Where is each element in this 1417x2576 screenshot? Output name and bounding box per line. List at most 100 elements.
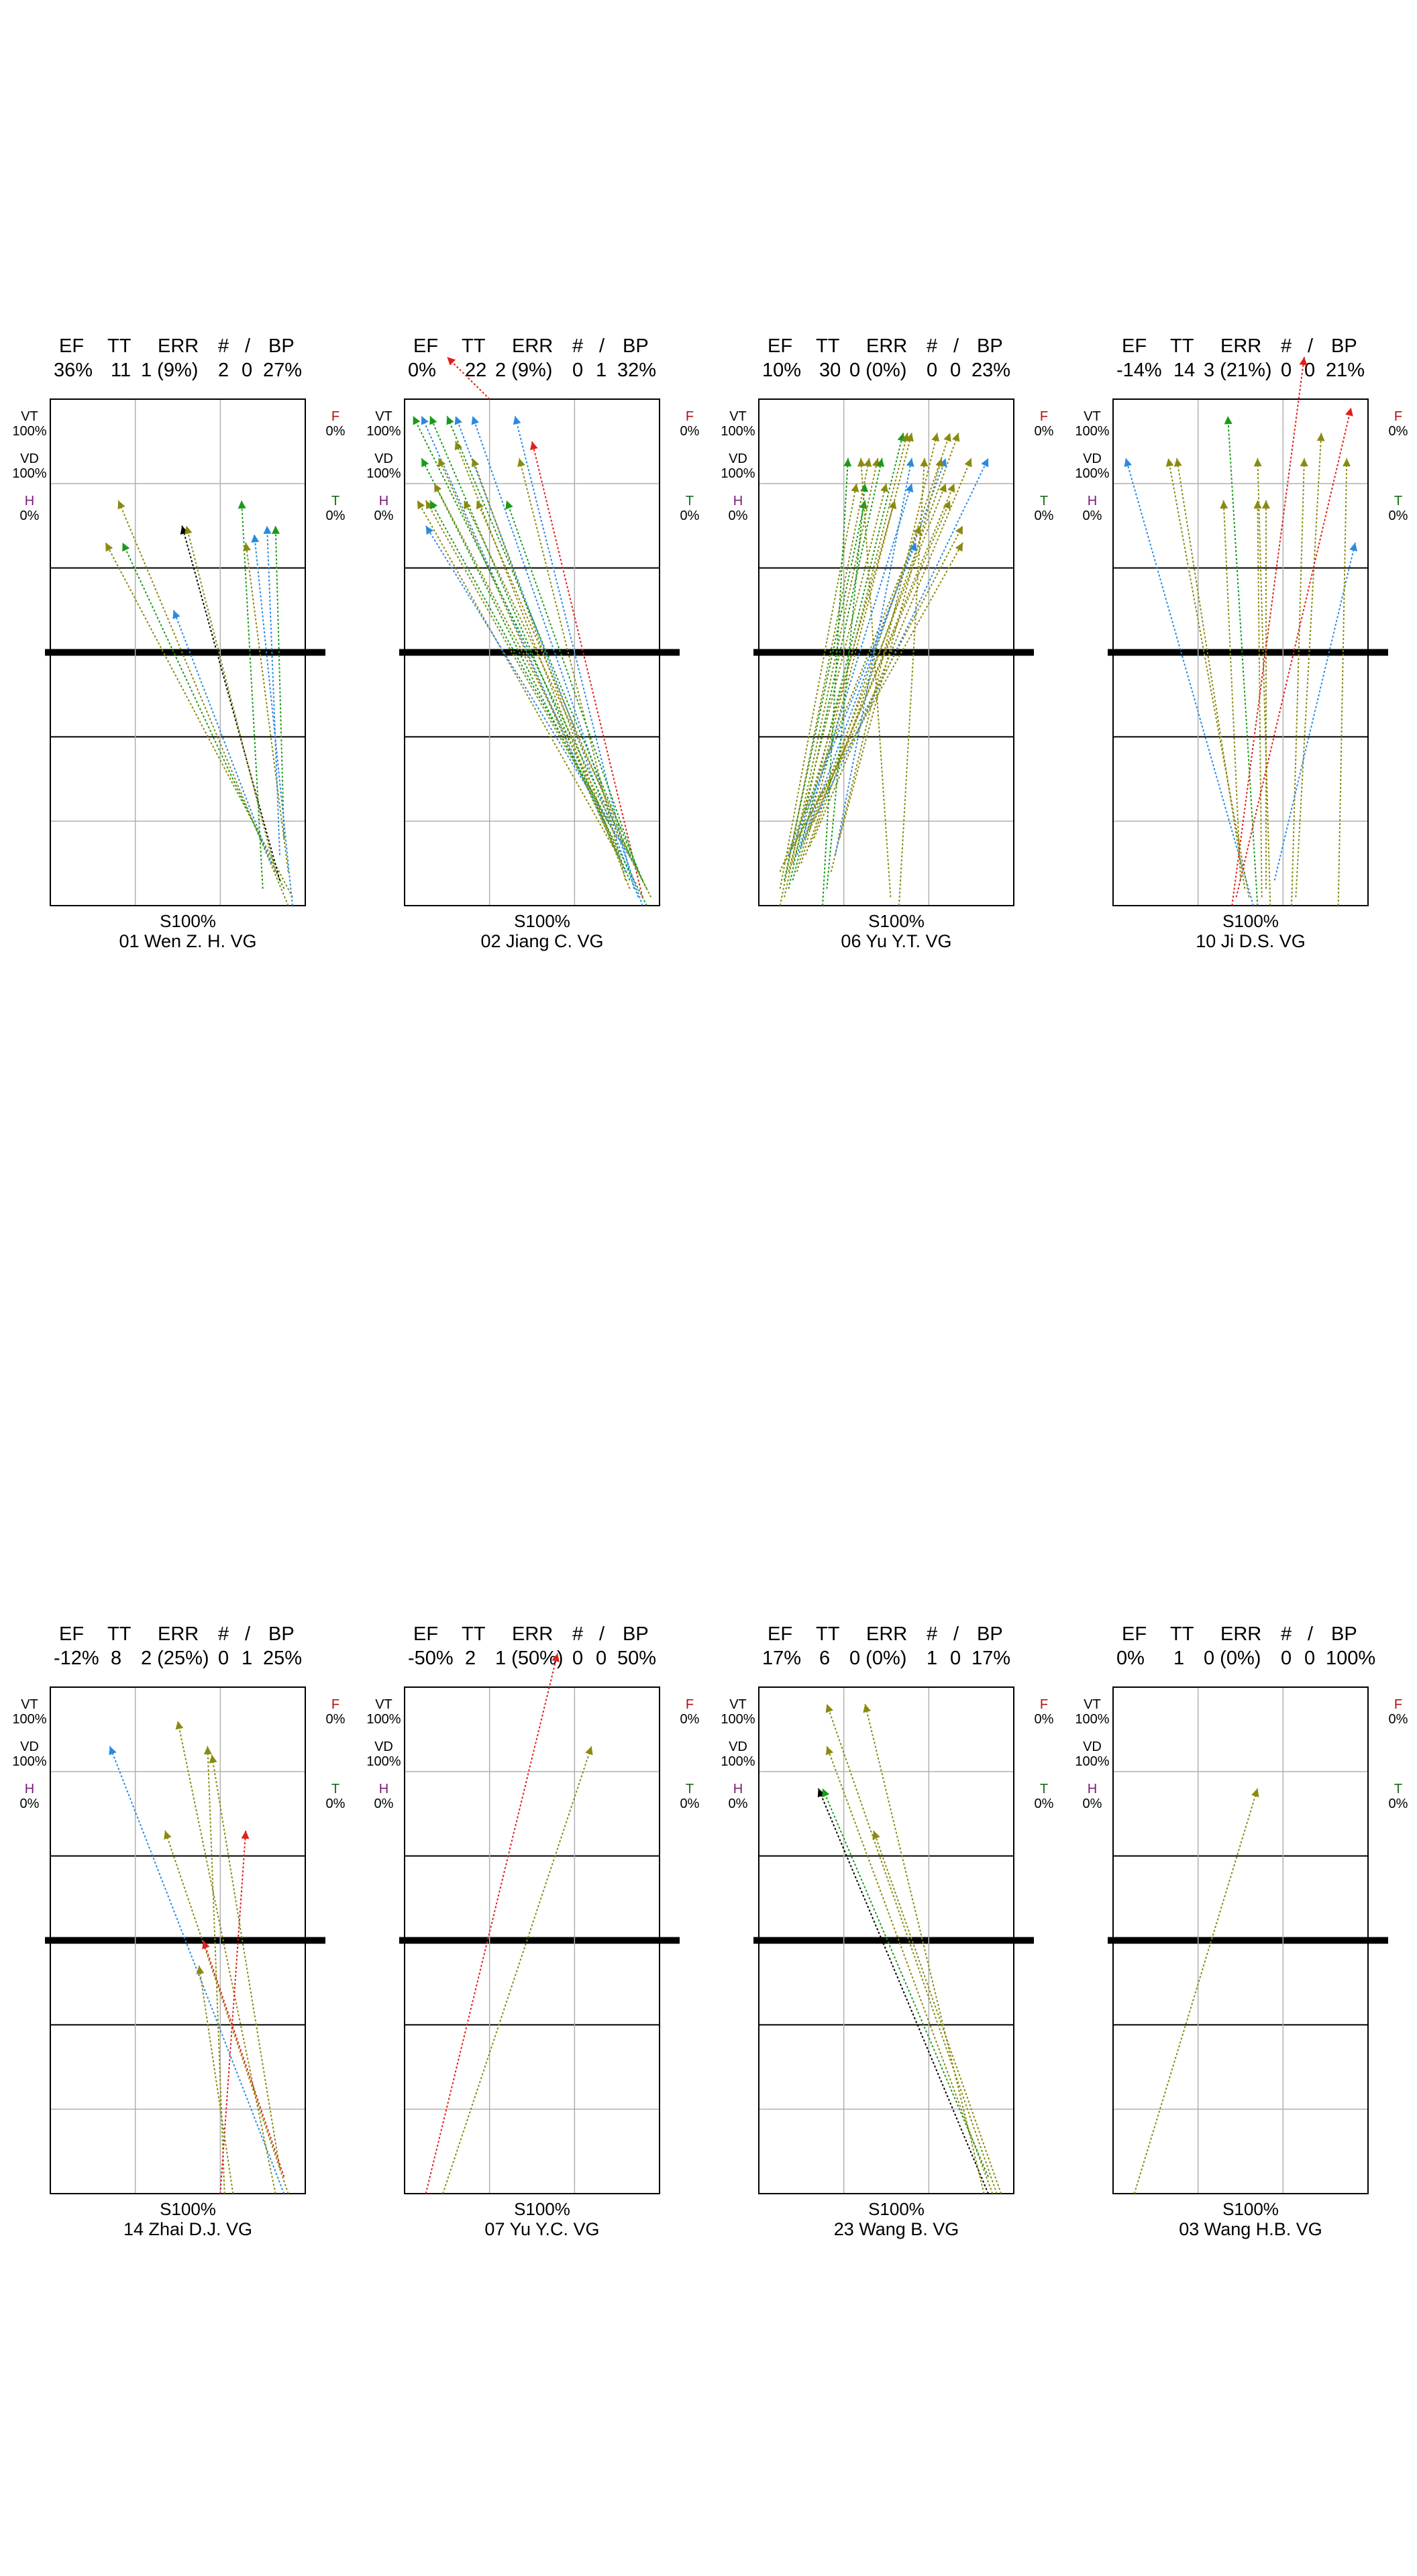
header-label: TT bbox=[1170, 1623, 1194, 1645]
header-value-ef: 10% bbox=[762, 360, 802, 381]
arrow-head bbox=[421, 416, 429, 425]
side-label-f: F 0% bbox=[315, 1697, 356, 1727]
side-label-t: T 0% bbox=[670, 1782, 710, 1811]
plot-border bbox=[1112, 1686, 1369, 2194]
arrow-head bbox=[939, 483, 947, 493]
side-label-vt: VT 100% bbox=[1072, 1697, 1112, 1727]
side-label-name: VD bbox=[374, 451, 393, 466]
arrow-line bbox=[1257, 500, 1263, 898]
arrow-line bbox=[830, 433, 938, 872]
arrow-line bbox=[817, 1788, 989, 2194]
arrow-head bbox=[1165, 458, 1174, 467]
arrow-head bbox=[1173, 458, 1182, 467]
header-value-n2: 1 bbox=[596, 360, 607, 381]
arrow-line bbox=[519, 458, 627, 881]
side-label-name: T bbox=[1039, 1782, 1049, 1796]
side-label-value: 100% bbox=[1075, 466, 1110, 481]
header-label: # bbox=[572, 335, 584, 357]
side-label-value: 0% bbox=[680, 424, 700, 439]
side-label-vt: VT 100% bbox=[9, 409, 50, 439]
side-label-f: F 0% bbox=[1024, 409, 1064, 439]
header-label: / bbox=[1308, 1623, 1314, 1645]
subject-name: 23 Wang B. VG bbox=[833, 2219, 959, 2239]
header-label: BP bbox=[623, 335, 649, 357]
arrow-line bbox=[446, 415, 643, 881]
header-label: ERR bbox=[1220, 335, 1262, 357]
side-label-name: F bbox=[685, 409, 694, 424]
side-label-h: H 0% bbox=[718, 494, 758, 523]
panel-header: EF TT ERR # / BP 10% 30 0 (0%) 0 0 23% bbox=[755, 335, 1091, 389]
arrow-line bbox=[788, 483, 887, 872]
plot-border bbox=[404, 398, 660, 906]
side-label-vd: VD 100% bbox=[364, 1739, 404, 1769]
arrow-line bbox=[873, 1830, 1002, 2194]
arrow-head bbox=[825, 1746, 834, 1756]
arrow-line bbox=[835, 458, 912, 855]
arrow-line bbox=[1125, 458, 1254, 906]
arrow-head bbox=[438, 458, 446, 468]
arrow-head bbox=[859, 500, 868, 509]
arrow-line bbox=[211, 1754, 280, 2169]
arrow-line bbox=[1222, 500, 1241, 881]
header-label: ERR bbox=[512, 1623, 554, 1645]
side-label-h: H 0% bbox=[364, 494, 404, 523]
plot-area bbox=[1108, 1686, 1388, 2194]
arrow-line bbox=[1235, 407, 1352, 898]
arrow-line bbox=[185, 525, 276, 872]
side-label-name: H bbox=[378, 494, 389, 508]
arrow-head bbox=[251, 534, 260, 543]
arrow-line bbox=[421, 415, 627, 873]
side-label-value: 0% bbox=[325, 508, 346, 523]
percent-label: S100% bbox=[1222, 2199, 1279, 2219]
header-value-tt: 6 bbox=[819, 1648, 831, 1669]
arrow-line bbox=[779, 525, 921, 873]
header-label: # bbox=[927, 335, 938, 357]
arrow-line bbox=[164, 1830, 289, 2194]
header-label: / bbox=[1308, 335, 1314, 357]
arrow-line bbox=[860, 458, 892, 898]
arrow-head bbox=[117, 500, 125, 510]
arrow-line bbox=[109, 1746, 285, 2194]
arrow-head bbox=[1299, 357, 1308, 366]
header-label: ERR bbox=[1220, 1623, 1262, 1645]
arrow-line bbox=[779, 483, 857, 890]
arrow-head bbox=[529, 441, 538, 450]
header-label: ERR bbox=[512, 335, 554, 357]
arrow-line bbox=[266, 525, 280, 855]
header-label: BP bbox=[268, 1623, 295, 1645]
header-label: EF bbox=[1122, 335, 1147, 357]
header-label: BP bbox=[1331, 1623, 1357, 1645]
arrow-line bbox=[531, 441, 643, 898]
arrow-line bbox=[245, 542, 289, 872]
arrow-line bbox=[792, 500, 896, 864]
header-label: EF bbox=[413, 335, 439, 357]
arrow-line bbox=[1133, 1788, 1259, 2194]
plot-border bbox=[758, 1686, 1014, 2194]
plot-area bbox=[399, 356, 680, 906]
panel-header: EF TT ERR # / BP -50% 2 1 (50%) 0 0 50% bbox=[401, 1623, 737, 1677]
arrow-head bbox=[1224, 416, 1232, 425]
arrow-line bbox=[437, 458, 622, 864]
arrow-head bbox=[825, 1704, 833, 1713]
arrow-line bbox=[1337, 458, 1348, 906]
header-value-ef: 36% bbox=[54, 360, 93, 381]
side-label-vt: VT 100% bbox=[1072, 409, 1112, 439]
arrow-line bbox=[241, 500, 264, 889]
arrow-head bbox=[822, 1788, 830, 1798]
arrow-head bbox=[955, 525, 963, 535]
header-value-tt: 1 bbox=[1173, 1648, 1185, 1669]
header-value-n1: 0 bbox=[572, 360, 584, 381]
arrow-line bbox=[813, 458, 972, 839]
arrow-head bbox=[876, 458, 884, 468]
header-label: ERR bbox=[866, 335, 908, 357]
panel-header: EF TT ERR # / BP -12% 8 2 (25%) 0 1 25% bbox=[47, 1623, 382, 1677]
arrow-head bbox=[851, 483, 859, 492]
arrow-head bbox=[1253, 500, 1262, 509]
side-label-f: F 0% bbox=[1378, 409, 1417, 439]
side-label-name: VT bbox=[729, 409, 747, 424]
side-label-h: H 0% bbox=[718, 1782, 758, 1811]
side-label-value: 100% bbox=[12, 1712, 47, 1727]
side-label-name: VT bbox=[729, 1697, 747, 1712]
arrow-head bbox=[1300, 458, 1308, 467]
side-label-value: 0% bbox=[1082, 1796, 1102, 1811]
